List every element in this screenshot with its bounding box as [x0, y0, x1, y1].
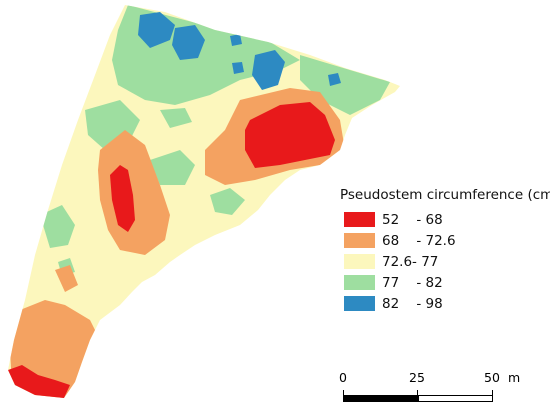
legend-label-3: 72.6- 77 — [382, 253, 439, 270]
scale-label-50: 50 — [484, 370, 500, 385]
scale-tick-0 — [343, 390, 344, 402]
legend-label-1: 52 - 68 — [382, 211, 443, 228]
legend-item-1: 52 - 68 — [340, 209, 550, 230]
scale-tick-25 — [417, 390, 418, 402]
legend-item-3: 72.6- 77 — [340, 251, 550, 272]
scale-segment-white — [418, 395, 493, 402]
scale-bar: 0 25 50 m — [339, 370, 543, 406]
legend-item-2: 68 - 72.6 — [340, 230, 550, 251]
scale-unit: m — [508, 370, 521, 385]
legend-swatch-3 — [344, 254, 375, 269]
scale-segment-black — [343, 395, 418, 402]
legend-item-4: 77 - 82 — [340, 272, 550, 293]
legend-item-5: 82 - 98 — [340, 293, 550, 314]
legend-label-2: 68 - 72.6 — [382, 232, 456, 249]
scale-label-0: 0 — [339, 370, 347, 385]
legend-swatch-5 — [344, 296, 375, 311]
scale-label-25: 25 — [409, 370, 425, 385]
legend-label-5: 82 - 98 — [382, 295, 443, 312]
legend: Pseudostem circumference (cm) 52 - 68 68… — [340, 187, 550, 314]
legend-swatch-4 — [344, 275, 375, 290]
legend-swatch-1 — [344, 212, 375, 227]
scale-tick-50 — [492, 390, 493, 402]
legend-title: Pseudostem circumference (cm) — [340, 187, 550, 203]
legend-label-4: 77 - 82 — [382, 274, 443, 291]
legend-swatch-2 — [344, 233, 375, 248]
